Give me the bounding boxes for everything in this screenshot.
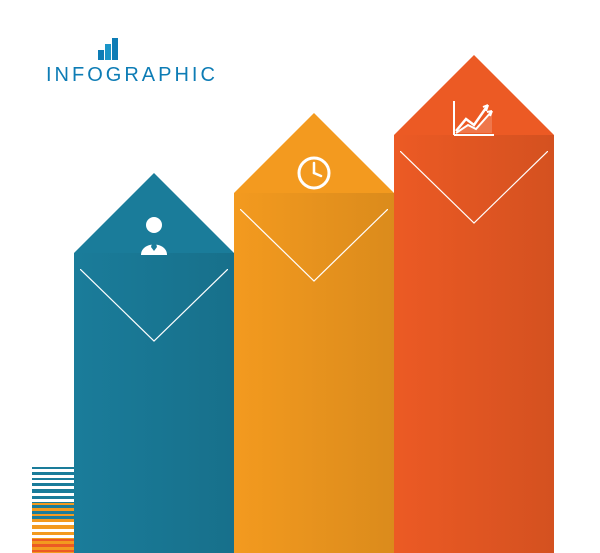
base-stripe: [32, 496, 74, 499]
page-title: INFOGRAPHIC: [46, 64, 218, 87]
base-stripe: [32, 467, 74, 469]
arrow-column-1: [74, 173, 234, 553]
base-stripe: [32, 483, 74, 486]
infographic-stage: INFOGRAPHIC: [0, 0, 600, 553]
bars-logo-icon: [98, 38, 218, 60]
base-stripe: [32, 472, 74, 475]
arrow-column-3: [394, 55, 554, 553]
chevron-down-icon: [400, 151, 548, 225]
header: INFOGRAPHIC: [46, 38, 218, 87]
clock-icon: [234, 155, 394, 191]
chart-icon: [394, 97, 554, 137]
chevron-down-icon: [240, 209, 388, 283]
base-stripe: [32, 478, 74, 480]
base-stripe: [32, 489, 74, 493]
chevron-down-icon: [80, 269, 228, 343]
arrow-column-2: [234, 113, 394, 553]
person-icon: [74, 215, 234, 255]
